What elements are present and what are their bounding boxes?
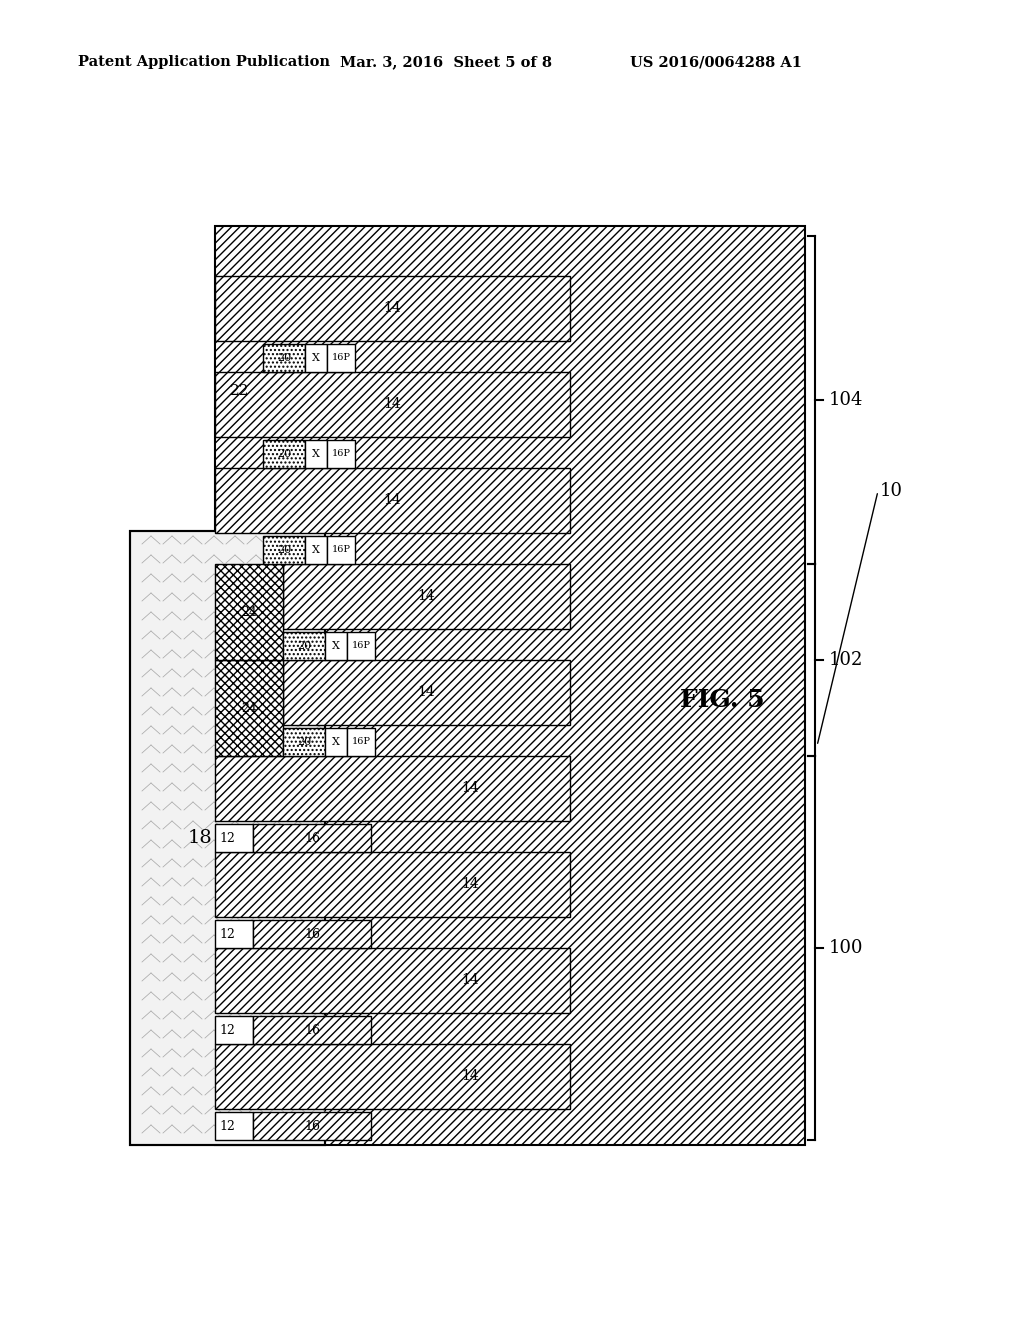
Bar xyxy=(305,536,327,564)
Bar xyxy=(283,632,325,660)
Bar xyxy=(215,660,283,756)
Bar xyxy=(215,851,570,917)
Text: 14: 14 xyxy=(462,878,479,891)
Bar xyxy=(253,824,371,851)
Text: 22: 22 xyxy=(230,384,250,399)
Bar xyxy=(263,345,305,372)
Text: 12: 12 xyxy=(219,1119,234,1133)
Bar xyxy=(305,440,327,469)
Text: 20: 20 xyxy=(276,352,291,363)
Bar xyxy=(215,564,283,660)
Text: 12: 12 xyxy=(219,928,234,940)
Bar xyxy=(283,564,570,630)
Bar xyxy=(215,948,570,1012)
Text: 24: 24 xyxy=(241,701,257,714)
Bar xyxy=(215,372,570,437)
Bar xyxy=(283,660,570,725)
Text: 16P: 16P xyxy=(332,545,350,554)
Text: 16P: 16P xyxy=(351,738,371,747)
Text: 16P: 16P xyxy=(332,450,350,458)
Bar xyxy=(215,469,570,533)
Bar xyxy=(283,729,325,756)
Text: US 2016/0064288 A1: US 2016/0064288 A1 xyxy=(630,55,802,69)
Text: 14: 14 xyxy=(384,397,401,412)
Bar xyxy=(215,1111,253,1140)
Bar xyxy=(325,729,347,756)
Text: 14: 14 xyxy=(462,974,479,987)
Bar xyxy=(215,1044,570,1109)
Bar xyxy=(130,531,325,1144)
Bar xyxy=(327,536,355,564)
Text: 12: 12 xyxy=(219,1023,234,1036)
Text: 18: 18 xyxy=(187,829,212,847)
Text: 104: 104 xyxy=(829,391,863,409)
Text: X: X xyxy=(332,737,340,747)
Bar xyxy=(327,440,355,469)
Text: 102: 102 xyxy=(829,651,863,669)
Text: 20: 20 xyxy=(297,737,311,747)
Bar xyxy=(347,632,375,660)
Bar xyxy=(305,345,327,372)
Text: 16P: 16P xyxy=(351,642,371,651)
Bar xyxy=(253,1111,371,1140)
Text: 14: 14 xyxy=(462,1069,479,1084)
Text: 24: 24 xyxy=(241,606,257,619)
Text: Mar. 3, 2016  Sheet 5 of 8: Mar. 3, 2016 Sheet 5 of 8 xyxy=(340,55,552,69)
Text: 14: 14 xyxy=(418,590,435,603)
Text: FIG. 5: FIG. 5 xyxy=(680,688,765,711)
Text: 12: 12 xyxy=(219,832,234,845)
Text: 16P: 16P xyxy=(332,354,350,363)
Bar xyxy=(215,920,253,948)
Text: X: X xyxy=(312,449,319,459)
Text: 16: 16 xyxy=(304,928,319,940)
Bar xyxy=(215,756,570,821)
Text: 14: 14 xyxy=(384,494,401,507)
Text: 20: 20 xyxy=(297,642,311,651)
Bar xyxy=(325,632,347,660)
Text: X: X xyxy=(312,352,319,363)
Bar xyxy=(263,536,305,564)
Text: X: X xyxy=(312,545,319,554)
Bar xyxy=(347,729,375,756)
Bar xyxy=(215,824,253,851)
Text: 14: 14 xyxy=(384,301,401,315)
Bar xyxy=(253,1016,371,1044)
Text: 20: 20 xyxy=(276,449,291,459)
Bar xyxy=(263,440,305,469)
Bar xyxy=(215,276,570,341)
Text: X: X xyxy=(332,642,340,651)
Bar xyxy=(253,920,371,948)
Text: 16: 16 xyxy=(304,1119,319,1133)
Text: 20: 20 xyxy=(276,545,291,554)
Text: 100: 100 xyxy=(829,939,863,957)
Text: 14: 14 xyxy=(418,685,435,700)
Bar xyxy=(215,1016,253,1044)
Bar xyxy=(327,345,355,372)
Text: 14: 14 xyxy=(462,781,479,796)
Bar xyxy=(215,226,805,1144)
Text: Patent Application Publication: Patent Application Publication xyxy=(78,55,330,69)
Bar xyxy=(130,531,325,1144)
Text: 16: 16 xyxy=(304,1023,319,1036)
Text: 16: 16 xyxy=(304,832,319,845)
Text: 10: 10 xyxy=(880,482,903,500)
